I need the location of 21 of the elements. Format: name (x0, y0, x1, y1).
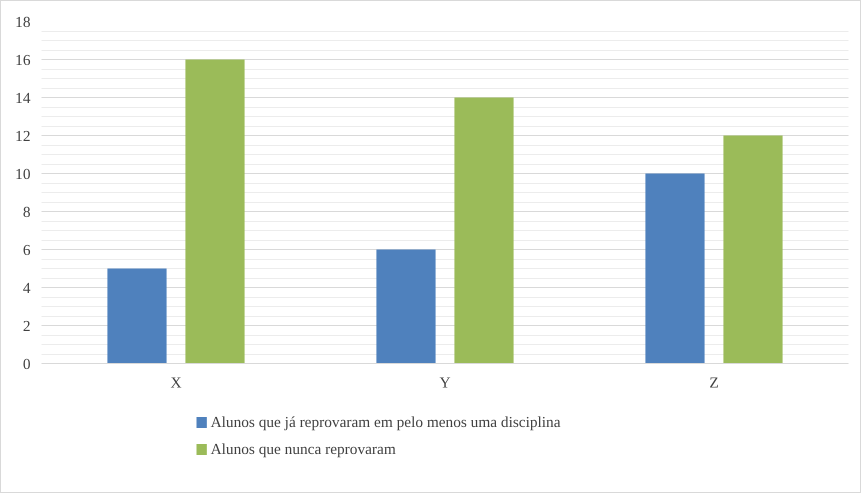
bar (185, 60, 245, 364)
y-tick-label: 4 (22, 280, 31, 297)
y-tick-label: 6 (22, 242, 31, 259)
y-tick-label: 8 (22, 204, 31, 221)
x-tick-label: Z (709, 374, 719, 392)
legend-label: Alunos que nunca reprovaram (210, 441, 396, 458)
y-tick-label: 18 (15, 14, 31, 31)
y-tick-label: 2 (22, 318, 31, 335)
y-tick-label: 12 (15, 128, 30, 145)
bar (107, 268, 167, 364)
x-tick-label: Y (439, 374, 451, 392)
legend-label: Alunos que já reprovaram em pelo menos uma disciplina (210, 414, 561, 431)
bar (376, 250, 436, 364)
y-tick-label: 16 (15, 52, 31, 69)
bar (723, 136, 783, 364)
y-tick-label: 0 (22, 356, 31, 373)
y-tick-label: 14 (15, 90, 31, 107)
bar (454, 98, 514, 364)
y-tick-label: 10 (15, 166, 31, 183)
bar (645, 174, 705, 364)
x-tick-label: X (170, 374, 182, 392)
